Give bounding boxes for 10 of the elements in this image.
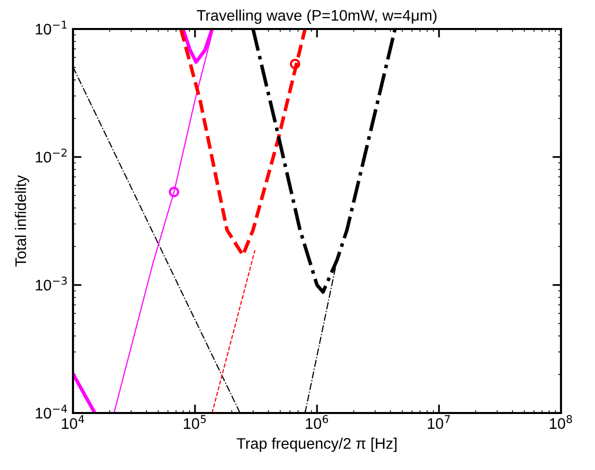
chart-title: Travelling wave (P=10mW, w=4μm) <box>196 10 436 24</box>
x-tick-label: 10$^{6}$ <box>306 415 328 429</box>
x-tick-label: 10$^{5}$ <box>184 415 206 429</box>
x-axis-title: Trap frequency/2 π [Hz] <box>236 438 396 452</box>
y-tick-label: 10$^{−2}$ <box>36 148 67 163</box>
y-tick-label: 10$^{−3}$ <box>36 276 67 291</box>
y-axis-title: Total infidelity <box>14 175 30 267</box>
y-tick-label: 10$^{−1}$ <box>36 20 67 35</box>
x-tick-label: 10$^{7}$ <box>428 415 450 429</box>
x-tick-label: 10$^{8}$ <box>550 415 572 429</box>
